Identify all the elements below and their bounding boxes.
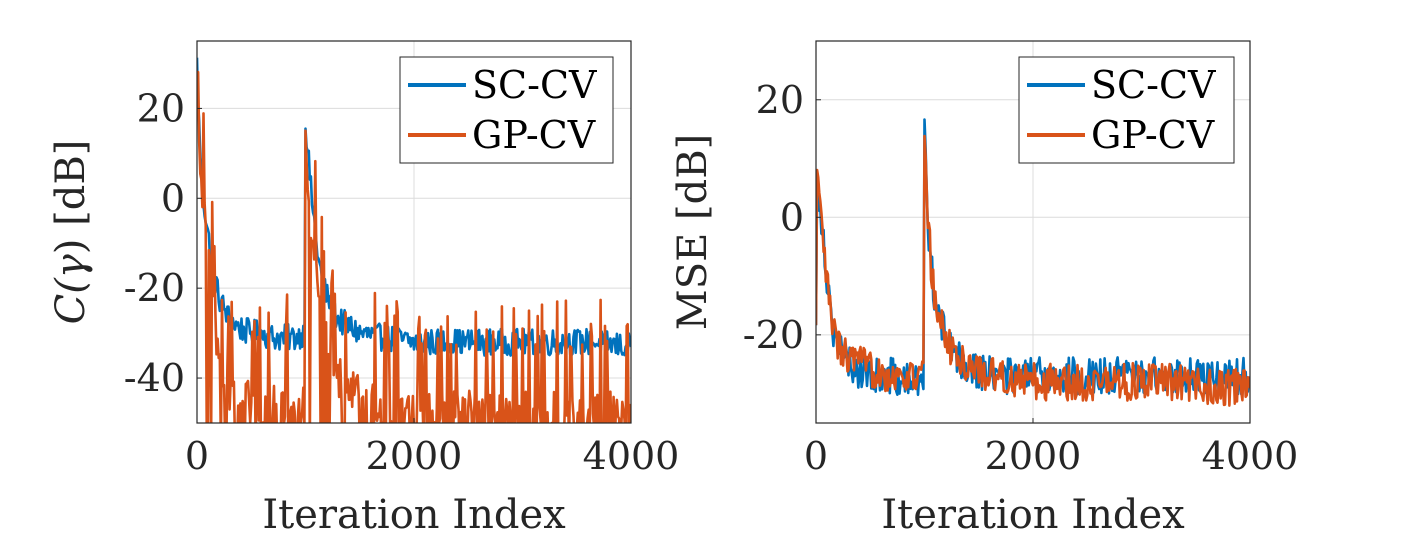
left-series-group bbox=[197, 57, 631, 423]
right-legend-label-1: GP-CV bbox=[1091, 113, 1215, 157]
right-legend-box bbox=[1018, 56, 1235, 164]
left-plot-panel: 0 2000 4000 -40 -20 0 20 Iteration Index C(γ) … bbox=[48, 40, 680, 538]
left-x-tick-label-1: 2000 bbox=[366, 434, 463, 478]
left-y-tick-label-3: 20 bbox=[137, 86, 185, 130]
left-x-tick-label-2: 4000 bbox=[583, 434, 680, 478]
right-x-tick-label-0: 0 bbox=[804, 434, 828, 478]
right-series-group bbox=[816, 118, 1250, 407]
left-legend-box bbox=[399, 56, 614, 164]
left-x-tick-label-0: 0 bbox=[185, 434, 209, 478]
right-legend-label-0: SC-CV bbox=[1091, 63, 1216, 107]
right-y-axis-label: MSE [dB] bbox=[670, 134, 716, 330]
right-y-tick-label-0: -20 bbox=[743, 313, 804, 357]
left-y-tick-label-2: 0 bbox=[161, 176, 185, 220]
left-y-tick-label-1: -20 bbox=[124, 266, 185, 310]
right-x-tick-label-1: 2000 bbox=[985, 434, 1082, 478]
left-y-label-prefix: C( bbox=[48, 277, 94, 325]
left-legend-label-0: SC-CV bbox=[472, 63, 597, 107]
left-series-gp-cv bbox=[197, 70, 631, 423]
right-x-axis-label: Iteration Index bbox=[881, 492, 1185, 538]
right-y-tick-label-1: 0 bbox=[780, 195, 804, 239]
left-tick-labels: 0 2000 4000 -40 -20 0 20 bbox=[124, 86, 680, 478]
left-x-axis-label: Iteration Index bbox=[262, 492, 566, 538]
right-y-tick-label-2: 20 bbox=[756, 78, 804, 122]
left-y-tick-label-0: -40 bbox=[124, 356, 185, 400]
right-tick-labels: 0 2000 4000 -20 0 20 bbox=[743, 78, 1299, 478]
right-plot-panel: 0 2000 4000 -20 0 20 Iteration Index MSE [dB]… bbox=[670, 40, 1299, 538]
left-legend: SC-CV GP-CV bbox=[399, 56, 614, 164]
left-y-label-suffix: ) [dB] bbox=[48, 140, 94, 255]
right-x-tick-label-2: 4000 bbox=[1202, 434, 1299, 478]
left-y-axis-label: C(γ) [dB] bbox=[48, 140, 94, 325]
left-y-label-symbol: γ bbox=[48, 254, 94, 278]
left-legend-label-1: GP-CV bbox=[472, 113, 596, 157]
right-legend: SC-CV GP-CV bbox=[1018, 56, 1235, 164]
right-series-gp-cv bbox=[816, 134, 1250, 407]
